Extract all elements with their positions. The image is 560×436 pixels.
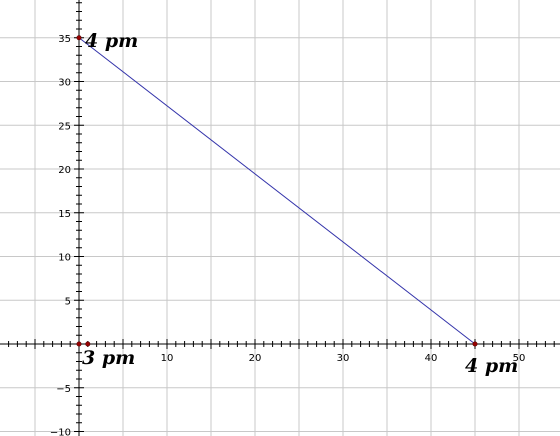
y-tick-label: 10 — [58, 253, 71, 264]
y-tick-label: 5 — [65, 296, 71, 307]
x-tick-label: 40 — [425, 353, 438, 364]
data-point — [76, 35, 82, 41]
data-point — [472, 341, 478, 347]
y-tick-label: −5 — [56, 384, 71, 395]
data-point — [85, 341, 91, 347]
series-layer — [78, 37, 476, 345]
series-line — [78, 37, 476, 345]
y-tick-label: 15 — [58, 209, 71, 220]
y-tick-label: 25 — [58, 121, 71, 132]
y-tick-label: 20 — [58, 165, 71, 176]
y-tick-label: 30 — [58, 78, 71, 89]
data-point — [76, 341, 82, 347]
ticks: 10 20 30 40 50 −10 −5 5 10 15 20 25 30 35 — [8, 2, 555, 436]
x-tick-label: 20 — [249, 353, 262, 364]
annotations-layer: 4 pm 3 pm 4 pm — [82, 30, 518, 377]
points-layer — [76, 35, 478, 347]
annotation-label: 3 pm — [82, 347, 135, 369]
annotation-label: 4 pm — [465, 355, 518, 377]
annotation-label: 4 pm — [85, 30, 138, 52]
x-tick-label: 30 — [337, 353, 350, 364]
y-tick-label: −10 — [50, 428, 71, 436]
x-tick-label: 50 — [513, 353, 526, 364]
y-tick-label: 35 — [58, 34, 71, 45]
x-tick-label: 10 — [161, 353, 174, 364]
